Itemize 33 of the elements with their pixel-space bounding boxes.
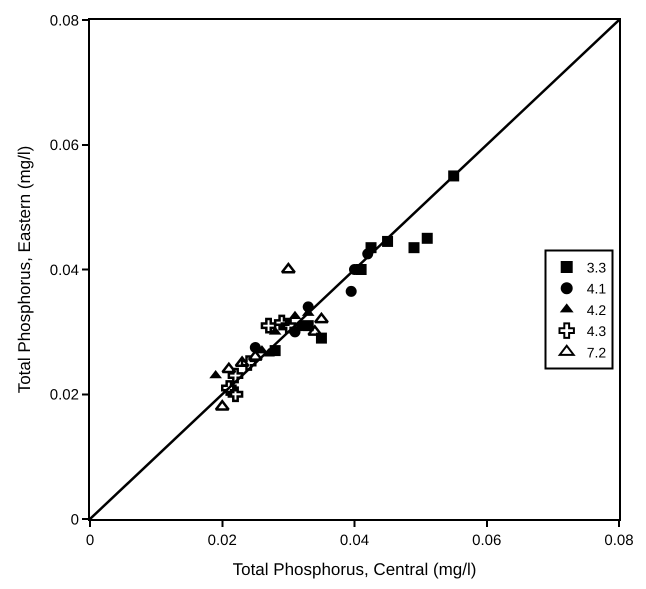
point — [221, 362, 236, 374]
point — [346, 286, 357, 297]
point — [280, 262, 296, 274]
point — [221, 380, 237, 396]
point — [274, 314, 290, 330]
y-tick-label: 0.04 — [50, 262, 79, 279]
x-tick-label: 0.06 — [472, 532, 502, 549]
point — [408, 242, 420, 254]
point — [228, 386, 244, 402]
x-tick-label: 0.08 — [604, 532, 634, 549]
point — [260, 318, 276, 334]
point — [307, 325, 322, 336]
y-tick-label: 0.08 — [50, 12, 79, 30]
x-axis-title: Total Phosphorus, Central (mg/l) — [232, 560, 476, 579]
point — [248, 350, 263, 361]
point — [422, 232, 433, 244]
x-tick-label: 0 — [86, 532, 94, 549]
legend-label: 7.2 — [586, 344, 606, 360]
point — [228, 368, 244, 384]
point — [214, 400, 230, 411]
point — [234, 356, 250, 368]
legend-label: 3.3 — [586, 259, 606, 276]
legend-label: 4.3 — [586, 323, 606, 340]
y-axis-title: Total Phosphorus, Eastern (mg/l) — [14, 146, 34, 394]
y-tick-label: 0.06 — [50, 137, 79, 154]
legend-label: 4.2 — [586, 302, 606, 318]
y-tick-label: 0.02 — [50, 386, 79, 404]
y-tick-label: 0 — [70, 511, 79, 528]
x-tick-label: 0.04 — [340, 532, 370, 549]
point — [240, 355, 257, 371]
point — [280, 318, 296, 334]
legend-label: 4.1 — [586, 280, 606, 297]
x-tick-label: 0.02 — [208, 532, 237, 549]
